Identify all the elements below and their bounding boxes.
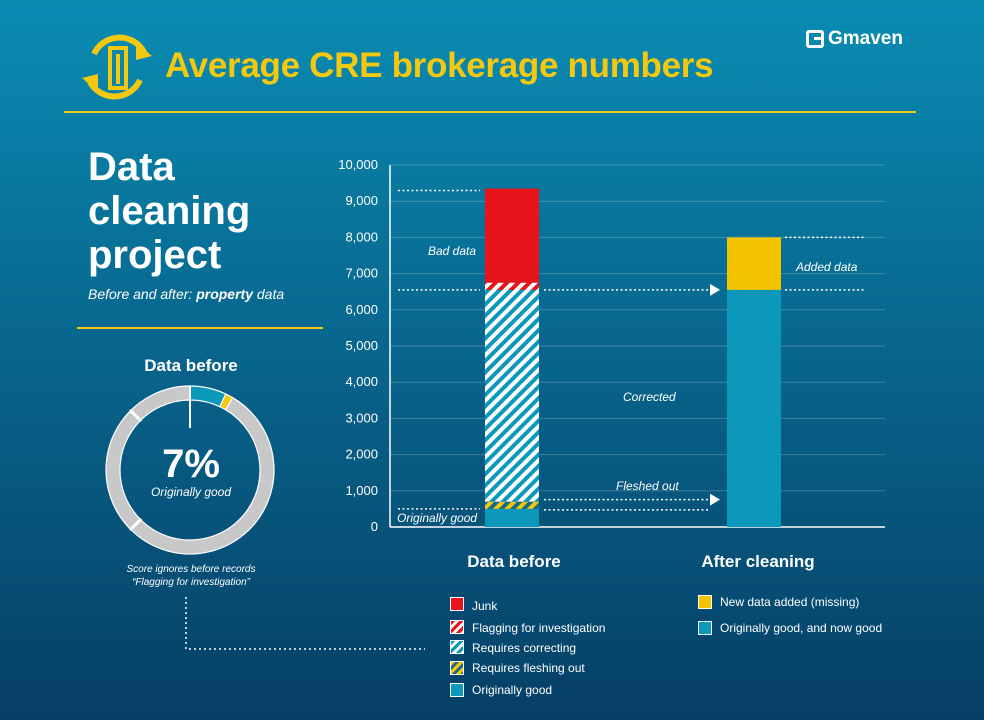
donut-note-line: “Flagging for investigation” <box>132 577 250 588</box>
y-tick-label: 1,000 <box>345 483 378 498</box>
annotation-label: Bad data <box>428 244 476 258</box>
y-tick-label: 6,000 <box>345 302 378 317</box>
legend-label: Originally good, and now good <box>720 621 883 635</box>
legend-label: Junk <box>472 599 498 613</box>
donut-gap <box>128 517 143 532</box>
annotation-label: Corrected <box>623 390 676 404</box>
bar-chart: 0 1,000 2,000 3,000 4,000 5,000 6,000 7,000 8,00… <box>338 157 885 534</box>
legend-item: Flagging for investigation <box>450 619 605 635</box>
legend-swatch-fleshing <box>450 661 464 675</box>
legend-swatch-correcting <box>450 640 464 654</box>
guide-arrow <box>710 283 720 296</box>
donut-percent: 7% <box>162 442 220 486</box>
y-tick-label: 3,000 <box>345 410 378 425</box>
bar-segment-correcting <box>485 289 539 502</box>
y-tick-label: 8,000 <box>345 229 378 244</box>
project-title-line: project <box>88 233 222 277</box>
bar-segment-good <box>485 508 539 527</box>
legend-label: New data added (missing) <box>720 595 860 609</box>
legend-label: Requires correcting <box>472 641 577 655</box>
project-title-line: cleaning <box>88 189 251 233</box>
brand-logo: Gmaven <box>806 28 903 50</box>
donut-note: Score ignores before records “Flagging f… <box>88 563 294 589</box>
legend-label: Originally good <box>472 683 553 697</box>
legend-label: Flagging for investigation <box>472 621 606 635</box>
left-divider <box>77 327 323 329</box>
bar-segment-new_data <box>727 237 781 290</box>
category-label-after: After cleaning <box>701 552 815 571</box>
legend-swatch-junk <box>450 597 464 611</box>
annotation-label: Originally good <box>397 511 477 525</box>
annotation-label: Fleshed out <box>616 479 679 493</box>
legend-swatch-new-data <box>698 595 712 609</box>
bar-segment-flagging <box>485 282 539 290</box>
note-connector-line <box>185 597 425 650</box>
y-tick-label: 5,000 <box>345 338 378 353</box>
guide-arrow <box>710 493 720 506</box>
refresh-building-icon <box>82 34 152 100</box>
project-subtitle: Before and after: property data <box>88 286 284 302</box>
legend-swatch-good <box>450 683 464 697</box>
donut-slice <box>105 385 275 555</box>
bar-segment-good <box>727 289 781 527</box>
y-tick-label: 9,000 <box>345 193 378 208</box>
annotation-label: Added data <box>795 260 858 274</box>
legend-item: Originally good <box>450 683 552 697</box>
y-tick-label: 7,000 <box>345 266 378 281</box>
donut-label: Originally good <box>150 485 232 499</box>
donut-gap <box>128 408 143 423</box>
y-tick-label: 10,000 <box>338 157 378 172</box>
y-tick-label: 0 <box>371 519 378 534</box>
project-title-line: Data <box>88 145 175 189</box>
donut-note-line: Score ignores before records <box>126 564 256 575</box>
subtitle-bold: property <box>196 286 253 302</box>
bar-segment-junk <box>485 188 539 283</box>
header-divider <box>64 111 916 113</box>
legend-item: Requires fleshing out <box>450 661 585 675</box>
donut-title: Data before <box>144 356 238 375</box>
y-tick-label: 4,000 <box>345 374 378 389</box>
gmaven-logo-icon <box>806 30 824 48</box>
legend-item: Junk <box>450 595 497 613</box>
legend-item: Originally good, and now good <box>698 621 882 635</box>
subtitle-suffix: data <box>252 286 285 302</box>
legend-item: Requires correcting <box>450 639 576 655</box>
donut-chart <box>105 385 275 555</box>
legend-item: New data added (missing) <box>698 595 859 609</box>
legend-swatch-flagging <box>450 620 464 634</box>
legend-swatch-now-good <box>698 621 712 635</box>
category-label-before: Data before <box>467 552 561 571</box>
project-title: Data cleaning project <box>88 145 318 277</box>
bar-segment-fleshing <box>485 501 539 509</box>
brand-name: Gmaven <box>828 28 903 49</box>
donut-slice <box>189 385 227 408</box>
subtitle-prefix: Before and after: <box>88 286 197 302</box>
legend-label: Requires fleshing out <box>472 661 585 675</box>
page-title: Average CRE brokerage numbers <box>165 46 714 85</box>
y-tick-label: 2,000 <box>345 447 378 462</box>
